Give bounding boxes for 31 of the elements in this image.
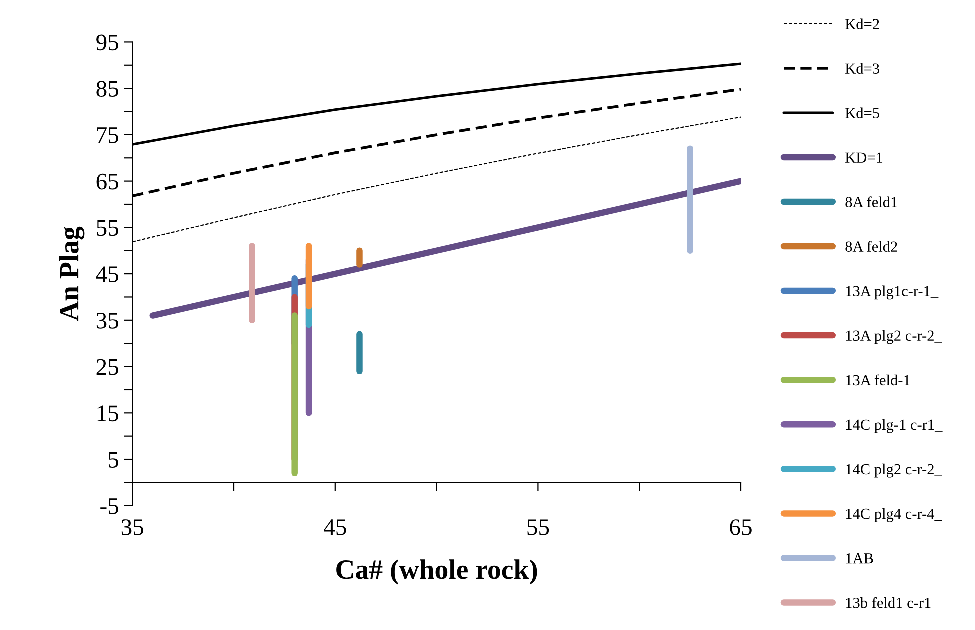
legend-label: 8A feld1 bbox=[846, 196, 898, 208]
x-tick-label: 55 bbox=[528, 520, 550, 536]
y-tick-label: 75 bbox=[97, 128, 118, 144]
y-axis-title: An Plag bbox=[59, 226, 85, 322]
y-tick-label: 5 bbox=[108, 452, 118, 468]
y-tick-label: 45 bbox=[96, 266, 118, 282]
legend-label: 13b feld1 c-r1 bbox=[846, 597, 931, 608]
legend-label: Kd=3 bbox=[846, 63, 880, 74]
y-tick-label: 35 bbox=[96, 312, 118, 329]
legend-label: 14C plg-1 c-r1_ bbox=[846, 419, 943, 434]
y-tick-label: 95 bbox=[96, 34, 118, 51]
x-axis-title: Ca# (whole rock) bbox=[336, 560, 538, 585]
x-tick-label: 65 bbox=[730, 520, 752, 536]
legend-label: KD=1 bbox=[846, 152, 883, 163]
legend-label: 14C plg4 c-r-4_ bbox=[846, 508, 943, 522]
legend-label: 1AB bbox=[846, 554, 874, 564]
x-tick-label: 35 bbox=[122, 520, 144, 536]
legend-label: Kd=5 bbox=[846, 108, 880, 118]
y-tick-label: 65 bbox=[96, 174, 118, 190]
legend-label: Kd=2 bbox=[846, 18, 880, 30]
y-tick-label: 85 bbox=[96, 81, 118, 97]
y-tick-label: 55 bbox=[97, 220, 118, 236]
x-tick-label: 45 bbox=[324, 520, 346, 536]
legend-label: 13A feld-1 bbox=[846, 374, 910, 386]
legend-label: 14C plg2 c-r-2_ bbox=[846, 464, 943, 478]
y-tick-label: 15 bbox=[98, 406, 118, 422]
legend-label: 13A plg1c-r-1_ bbox=[846, 286, 939, 300]
y-tick-label: 25 bbox=[96, 359, 118, 376]
legend-label: 8A feld2 bbox=[846, 241, 898, 252]
legend-label: 13A plg2 c-r-2_ bbox=[846, 330, 943, 344]
y-tick-label: -5 bbox=[100, 498, 118, 514]
